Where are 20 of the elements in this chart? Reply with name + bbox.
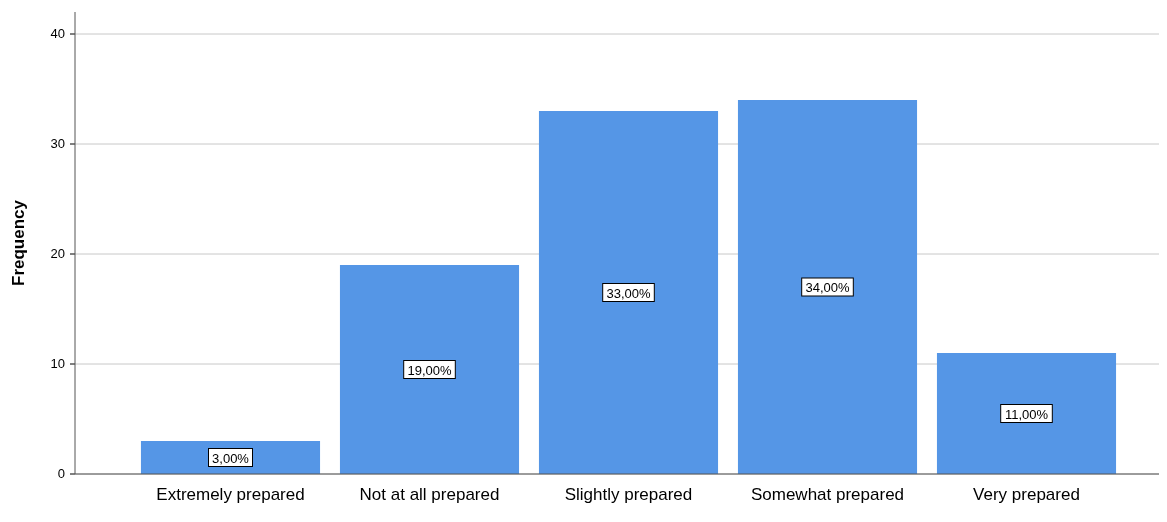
y-tick-label: 40 xyxy=(50,26,65,41)
x-tick-label: Not at all prepared xyxy=(359,485,500,504)
data-label: 34,00% xyxy=(805,280,850,295)
y-axis-title: Frequency xyxy=(9,199,28,286)
y-tick-label: 30 xyxy=(50,136,65,151)
x-tick-label: Very prepared xyxy=(973,485,1080,504)
data-label: 33,00% xyxy=(606,285,651,301)
bar xyxy=(538,111,719,474)
data-label: 11,00% xyxy=(1004,406,1049,422)
data-label: 19,00% xyxy=(407,362,452,378)
bar xyxy=(936,353,1117,474)
x-tick-label: Extremely prepared xyxy=(156,485,305,504)
data-label: 3,00% xyxy=(212,450,250,466)
bar xyxy=(737,100,918,474)
y-tick-label: 10 xyxy=(50,356,65,371)
y-tick-label: 0 xyxy=(57,466,65,481)
bar xyxy=(339,265,520,474)
y-tick-label: 20 xyxy=(50,246,65,261)
x-tick-label: Somewhat prepared xyxy=(750,485,905,504)
x-tick-label: Slightly prepared xyxy=(564,485,693,504)
